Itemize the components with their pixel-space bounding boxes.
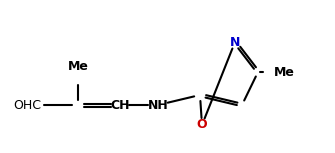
Text: NH: NH <box>148 99 169 112</box>
Text: O: O <box>197 119 207 131</box>
Text: OHC: OHC <box>13 99 41 112</box>
Text: N: N <box>230 35 240 49</box>
Text: Me: Me <box>274 65 295 78</box>
Text: CH: CH <box>110 99 130 112</box>
Text: Me: Me <box>68 60 88 73</box>
